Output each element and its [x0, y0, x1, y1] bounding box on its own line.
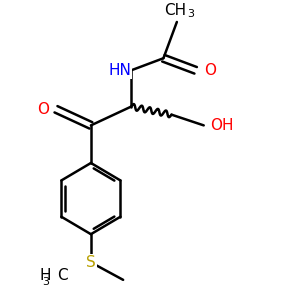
Text: H: H [39, 268, 51, 283]
Text: O: O [37, 102, 49, 117]
Text: C: C [57, 268, 68, 283]
Text: 3: 3 [187, 9, 194, 19]
Text: CH: CH [164, 3, 187, 18]
Text: OH: OH [210, 118, 234, 133]
Text: O: O [204, 63, 216, 78]
Text: HN: HN [108, 63, 131, 78]
Text: S: S [86, 255, 96, 270]
Text: 3: 3 [42, 277, 49, 287]
